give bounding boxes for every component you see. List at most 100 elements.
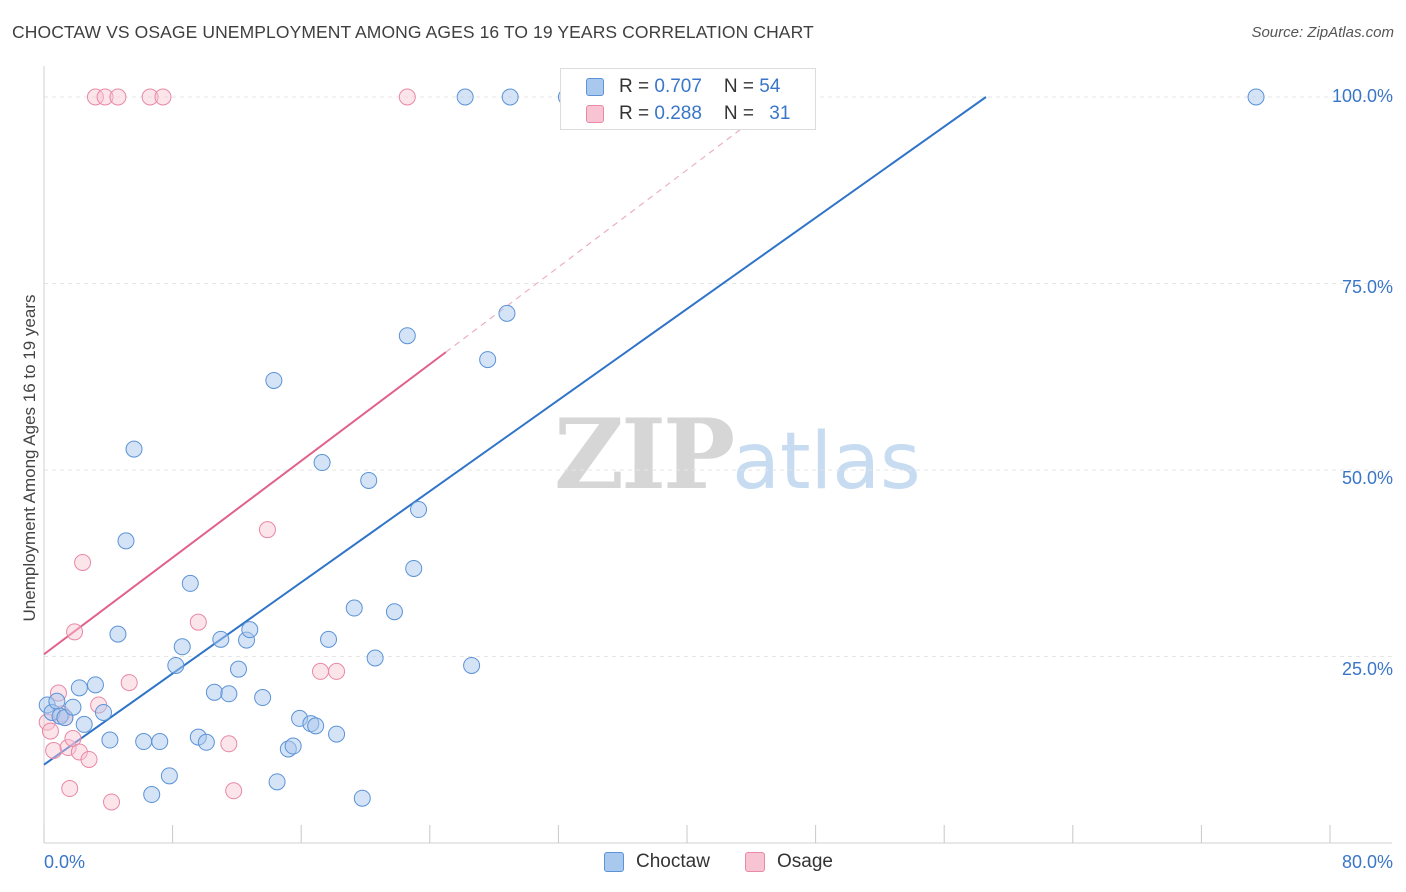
legend-row-choctaw: R = 0.707 N = 54 bbox=[586, 75, 781, 99]
osage-point-17 bbox=[220, 735, 238, 753]
choctaw-point-16 bbox=[151, 733, 169, 751]
osage-point-9 bbox=[66, 623, 84, 641]
y-tick-label-100: 100.0% bbox=[1331, 86, 1393, 106]
legend-item-choctaw[interactable]: Choctaw bbox=[604, 851, 710, 873]
osage-point-16 bbox=[189, 613, 207, 631]
osage-point-11 bbox=[74, 554, 92, 572]
choctaw-point-48 bbox=[463, 656, 481, 674]
choctaw-point-17 bbox=[160, 767, 178, 785]
choctaw-point-30 bbox=[265, 371, 283, 389]
choctaw-point-25 bbox=[220, 685, 238, 703]
choctaw-point-44 bbox=[385, 603, 403, 621]
legend-choctaw-label: Choctaw bbox=[636, 851, 710, 872]
osage-point-23 bbox=[96, 88, 114, 106]
choctaw-point-9 bbox=[94, 703, 112, 721]
osage-point-2 bbox=[45, 741, 63, 759]
choctaw-point-51 bbox=[456, 88, 474, 106]
choctaw-point-2 bbox=[48, 692, 66, 710]
choctaw-point-26 bbox=[230, 660, 248, 678]
choctaw-point-18 bbox=[167, 656, 185, 674]
osage-n-value: 31 bbox=[769, 103, 791, 124]
choctaw-point-47 bbox=[410, 501, 428, 519]
choctaw-point-55 bbox=[1247, 88, 1265, 106]
x-tick-label-min: 0.0% bbox=[44, 852, 86, 872]
y-tick-label-25: 25.0% bbox=[1341, 659, 1393, 679]
choctaw-point-14 bbox=[135, 733, 153, 751]
choctaw-point-7 bbox=[75, 715, 93, 733]
watermark-zip: ZIP bbox=[554, 398, 735, 511]
choctaw-point-10 bbox=[101, 731, 119, 749]
osage-point-18 bbox=[225, 782, 243, 800]
osage-swatch bbox=[586, 105, 604, 123]
osage-point-24 bbox=[109, 88, 127, 106]
choctaw-point-28 bbox=[241, 621, 259, 639]
choctaw-point-24 bbox=[212, 630, 230, 648]
osage-r-label: R = bbox=[619, 103, 655, 124]
osage-point-19 bbox=[258, 521, 276, 539]
choctaw-point-23 bbox=[205, 683, 223, 701]
osage-point-12 bbox=[80, 750, 98, 768]
choctaw-point-29 bbox=[254, 689, 272, 707]
choctaw-point-6 bbox=[70, 679, 88, 697]
osage-point-6 bbox=[59, 739, 77, 757]
watermark: ZIPatlas bbox=[554, 398, 921, 511]
choctaw-point-5 bbox=[64, 698, 82, 716]
y-tick-label-75: 75.0% bbox=[1341, 277, 1393, 297]
osage-point-20 bbox=[311, 662, 329, 680]
legend-row-osage: R = 0.288 N = 31 bbox=[586, 102, 791, 126]
osage-r-value: 0.288 bbox=[654, 103, 702, 124]
choctaw-point-20 bbox=[181, 574, 199, 592]
correlation-legend: R = 0.707 N = 54 R = 0.288 N = 31 bbox=[560, 68, 816, 130]
osage-point-26 bbox=[154, 88, 172, 106]
choctaw-point-36 bbox=[307, 717, 325, 735]
choctaw-swatch bbox=[586, 78, 604, 96]
chart-title: CHOCTAW VS OSAGE UNEMPLOYMENT AMONG AGES… bbox=[12, 22, 814, 42]
choctaw-r-value: 0.707 bbox=[654, 76, 702, 97]
choctaw-point-11 bbox=[109, 625, 127, 643]
choctaw-point-12 bbox=[117, 532, 135, 550]
osage-n-label: N = bbox=[723, 103, 760, 124]
legend-osage-label: Osage bbox=[777, 851, 833, 872]
y-axis-label: Unemployment Among Ages 16 to 19 years bbox=[20, 294, 39, 622]
osage-point-15 bbox=[120, 674, 138, 692]
osage-point-1 bbox=[41, 722, 59, 740]
choctaw-trend-group bbox=[43, 96, 987, 766]
choctaw-point-8 bbox=[86, 676, 104, 694]
legend-choctaw-swatch bbox=[604, 852, 624, 872]
choctaw-n-value: 54 bbox=[759, 76, 781, 97]
osage-point-25 bbox=[141, 88, 159, 106]
choctaw-point-52 bbox=[501, 88, 519, 106]
legend-osage-swatch bbox=[745, 852, 765, 872]
osage-point-14 bbox=[103, 793, 121, 811]
choctaw-trend-line bbox=[43, 96, 987, 766]
grid-lines bbox=[44, 96, 1392, 657]
y-tick-label-50: 50.0% bbox=[1341, 468, 1393, 488]
axes bbox=[43, 66, 1392, 844]
osage-point-27 bbox=[398, 88, 416, 106]
choctaw-point-46 bbox=[405, 559, 423, 577]
source-label: Source: ZipAtlas.com bbox=[1251, 24, 1394, 41]
choctaw-point-37 bbox=[313, 454, 331, 472]
osage-point-7 bbox=[61, 780, 79, 798]
legend-item-osage[interactable]: Osage bbox=[745, 851, 833, 873]
choctaw-point-19 bbox=[173, 638, 191, 656]
osage-point-22 bbox=[86, 88, 104, 106]
choctaw-point-45 bbox=[398, 327, 416, 345]
choctaw-point-31 bbox=[268, 773, 286, 791]
choctaw-point-43 bbox=[366, 649, 384, 667]
choctaw-point-13 bbox=[125, 440, 143, 458]
osage-point-21 bbox=[328, 662, 346, 680]
series-legend: Choctaw Osage bbox=[0, 851, 1406, 879]
choctaw-point-22 bbox=[197, 733, 215, 751]
choctaw-n-label: N = bbox=[723, 76, 760, 97]
choctaw-point-39 bbox=[328, 725, 346, 743]
choctaw-point-49 bbox=[479, 351, 497, 369]
choctaw-point-33 bbox=[284, 737, 302, 755]
choctaw-point-41 bbox=[353, 789, 371, 807]
choctaw-point-40 bbox=[345, 599, 363, 617]
watermark-atlas: atlas bbox=[732, 417, 921, 507]
choctaw-point-42 bbox=[360, 471, 378, 489]
choctaw-point-15 bbox=[143, 786, 161, 804]
osage-trend-line bbox=[43, 351, 447, 656]
